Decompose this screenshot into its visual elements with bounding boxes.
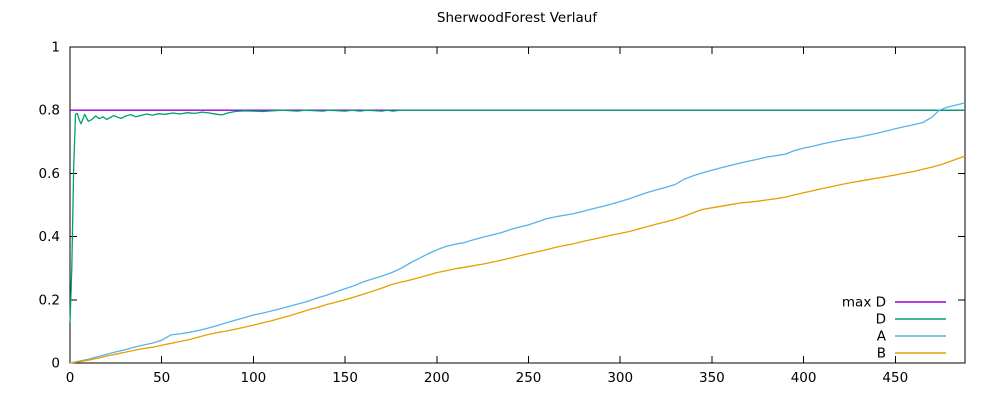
y-tick-label: 0.2 bbox=[39, 292, 60, 308]
legend-entry: D bbox=[876, 312, 946, 328]
chart-title: SherwoodForest Verlauf bbox=[437, 10, 598, 26]
plot-frame bbox=[69, 46, 966, 364]
series-line-d bbox=[69, 109, 965, 323]
series-line-b bbox=[69, 155, 966, 364]
series-layer bbox=[69, 102, 966, 364]
x-tick-label: 450 bbox=[882, 370, 908, 386]
legend-entry: B bbox=[877, 346, 946, 362]
x-tick-label: 150 bbox=[332, 370, 358, 386]
y-tick-label: 0.6 bbox=[39, 166, 60, 182]
y-tick-label: 0.8 bbox=[39, 103, 60, 119]
x-tick-label: 300 bbox=[607, 370, 633, 386]
y-tick-label: 0 bbox=[51, 356, 60, 372]
y-tick-label: 0.4 bbox=[39, 229, 60, 245]
legend-label: max D bbox=[842, 295, 886, 311]
x-tick-label: 0 bbox=[66, 370, 75, 386]
legend-label: B bbox=[877, 346, 886, 362]
legend-entry: A bbox=[877, 329, 946, 345]
x-tick-label: 350 bbox=[699, 370, 725, 386]
axes-layer: 0 50 100 150 200 250 300 350 400 450 0 0.2 0.4 0.6 0.8… bbox=[39, 40, 966, 386]
x-tick-label: 250 bbox=[516, 370, 542, 386]
legend-entry: max D bbox=[842, 295, 946, 311]
y-tick-label: 1 bbox=[51, 40, 60, 56]
x-tick-label: 50 bbox=[153, 370, 170, 386]
x-tick-label: 100 bbox=[241, 370, 267, 386]
series-line-a bbox=[69, 102, 966, 364]
x-tick-label: 400 bbox=[791, 370, 817, 386]
legend-label: A bbox=[877, 329, 887, 345]
x-tick-label: 200 bbox=[424, 370, 450, 386]
legend-label: D bbox=[876, 312, 886, 328]
